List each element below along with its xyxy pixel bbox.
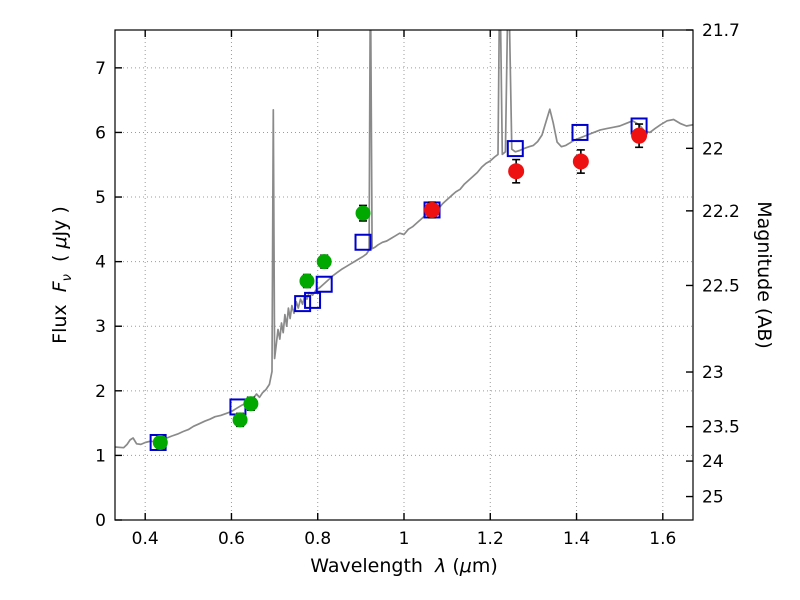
- y-tick-label: 0: [95, 511, 106, 531]
- magnitude-tick-label: 24: [702, 452, 724, 472]
- axis-ticks: [115, 29, 693, 521]
- x-tick-label: 0.4: [132, 529, 159, 549]
- y-tick-label: 5: [95, 188, 106, 208]
- optical-photometry-points: [152, 204, 371, 450]
- y-tick-label: 1: [95, 446, 106, 466]
- magnitude-tick-label: 25: [702, 488, 724, 508]
- infrared-photometry-points: [424, 123, 648, 219]
- magnitude-tick-label: 23: [702, 363, 724, 383]
- y-tick-label: 4: [95, 253, 106, 273]
- magnitude-tick-label: 22.5: [702, 276, 740, 296]
- spectrum-line: [115, 30, 693, 449]
- y-tick-label: 2: [95, 382, 106, 402]
- grid-lines: [115, 30, 693, 521]
- magnitude-tick-label: 22.2: [702, 202, 740, 222]
- x-tick-label: 1.6: [649, 529, 676, 549]
- model-photometry-squares: [149, 117, 648, 451]
- y-tick-label: 6: [95, 123, 106, 143]
- magnitude-tick-label: 22: [702, 139, 724, 159]
- magnitude-tick-label: 21.7: [702, 21, 740, 41]
- x-tick-label: 1.4: [563, 529, 590, 549]
- x-tick-label: 1: [399, 529, 410, 549]
- x-tick-label: 1.2: [477, 529, 504, 549]
- y-tick-label: 7: [95, 59, 106, 79]
- magnitude-tick-label: 23.5: [702, 418, 740, 438]
- x-tick-label: 0.6: [218, 529, 245, 549]
- y-tick-label: 3: [95, 317, 106, 337]
- x-tick-label: 0.8: [304, 529, 331, 549]
